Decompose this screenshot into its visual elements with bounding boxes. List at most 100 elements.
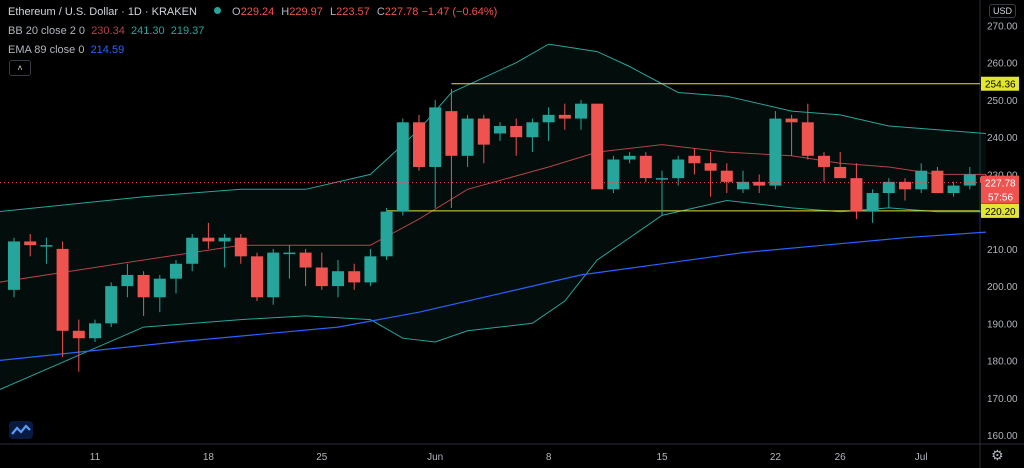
candle-body [413, 122, 425, 167]
ema-value: 214.59 [90, 44, 125, 56]
candle-body [283, 252, 296, 255]
time-tick-label: 26 [835, 452, 847, 463]
bb-upper-line [0, 43, 987, 212]
candle-countdown-label: 57:56 [988, 193, 1013, 204]
candle-body [364, 256, 377, 283]
price-tick-label: 260.00 [987, 59, 1018, 70]
low-value: 223.57 [336, 6, 370, 18]
close-label: C [376, 6, 385, 18]
time-tick-label: 18 [203, 452, 215, 463]
candle-body [818, 155, 830, 167]
ema-89-line [0, 231, 987, 361]
candle-body [737, 181, 749, 190]
candle-body [672, 159, 685, 179]
candle-body [477, 118, 490, 145]
candle-body [332, 271, 344, 287]
candle-body [558, 114, 571, 119]
price-tick-label: 180.00 [987, 357, 1018, 368]
candle-body [56, 248, 69, 331]
candle-body [575, 103, 587, 119]
candle-body [639, 155, 652, 179]
ohlc-legend: Ethereum / U.S. Dollar · 1D · KRAKEN O22… [8, 6, 497, 18]
candle-body [769, 118, 782, 186]
candle-body [105, 286, 118, 324]
candle-body [251, 256, 263, 298]
candle-body [753, 181, 766, 186]
price-tick-label: 190.00 [987, 319, 1018, 330]
time-tick-label: 11 [90, 452, 101, 463]
bb-basis-line [0, 144, 986, 283]
candle-body [153, 278, 166, 298]
candle-body [396, 122, 409, 212]
time-tick-label: 8 [546, 452, 552, 463]
price-tick-label: 200.00 [987, 282, 1018, 293]
chevron-up-icon[interactable]: ˄ [9, 60, 31, 76]
candle-body [882, 181, 895, 194]
time-tick-label: 25 [316, 452, 328, 463]
candle-body [656, 178, 668, 180]
candle-body [526, 122, 539, 138]
price-tick-label: 240.00 [987, 133, 1018, 144]
candle-body [947, 185, 960, 194]
last-price-label: 227.78 [985, 179, 1016, 190]
candle-body [348, 271, 361, 283]
time-tick-label: 15 [656, 452, 668, 463]
ema-legend[interactable]: EMA 89 close 0 214.59 [8, 44, 124, 56]
candle-body [170, 263, 182, 279]
candle-body [137, 274, 150, 298]
candle-body [801, 122, 814, 156]
price-tick-label: 160.00 [987, 431, 1018, 442]
price-tick-label: 270.00 [987, 22, 1018, 33]
candle-body [591, 103, 604, 190]
candle-body [834, 166, 847, 179]
candle-body [267, 252, 280, 298]
candle-body [72, 330, 85, 339]
candle-body [89, 323, 101, 339]
price-tick-label: 170.00 [987, 394, 1018, 405]
bb-basis-value: 230.34 [91, 25, 125, 37]
level-price-tag [981, 76, 1019, 91]
candle-body [234, 237, 247, 257]
ema-label: EMA 89 close 0 [8, 44, 85, 56]
bb-legend[interactable]: BB 20 close 2 0 230.34 241.30 219.37 [8, 25, 204, 37]
candle-body [963, 174, 976, 186]
candle-body [542, 114, 555, 123]
candle-body [688, 155, 701, 164]
candle-body [315, 267, 328, 287]
candle-body [24, 241, 37, 246]
candle-body [623, 155, 636, 160]
last-price-tag [981, 175, 1019, 204]
high-value: 229.97 [289, 6, 323, 18]
time-tick-label: 22 [770, 452, 782, 463]
open-label: O [232, 6, 241, 18]
open-value: 229.24 [240, 6, 275, 18]
currency-button[interactable]: USD [989, 4, 1017, 18]
candle-body [299, 252, 312, 268]
bb-fill [0, 44, 986, 390]
candle-body [218, 237, 231, 242]
candle-body [121, 274, 134, 287]
tradingview-logo[interactable] [8, 420, 34, 440]
candle-body [510, 126, 523, 138]
candle-body [915, 170, 928, 190]
candle-body [720, 170, 733, 182]
candle-body [40, 245, 53, 247]
candle-body [445, 111, 458, 156]
candle-body [186, 237, 199, 264]
candle-body [380, 211, 393, 257]
close-value: 227.78 [384, 6, 419, 18]
gear-icon[interactable]: ⚙ [991, 447, 1004, 463]
candle-body [461, 118, 474, 156]
time-tick-label: Jun [427, 452, 443, 463]
symbol-title[interactable]: Ethereum / U.S. Dollar · 1D · KRAKEN [8, 6, 197, 18]
candle-body [899, 181, 911, 190]
candle-body [931, 170, 944, 194]
candle-body [850, 178, 863, 212]
market-status-icon [213, 7, 221, 14]
bb-upper-value: 241.30 [130, 25, 165, 37]
price-tick-label: 210.00 [987, 245, 1018, 256]
candle-body [607, 159, 620, 190]
time-tick-label: Jul [915, 452, 928, 463]
high-label: H [281, 6, 290, 18]
